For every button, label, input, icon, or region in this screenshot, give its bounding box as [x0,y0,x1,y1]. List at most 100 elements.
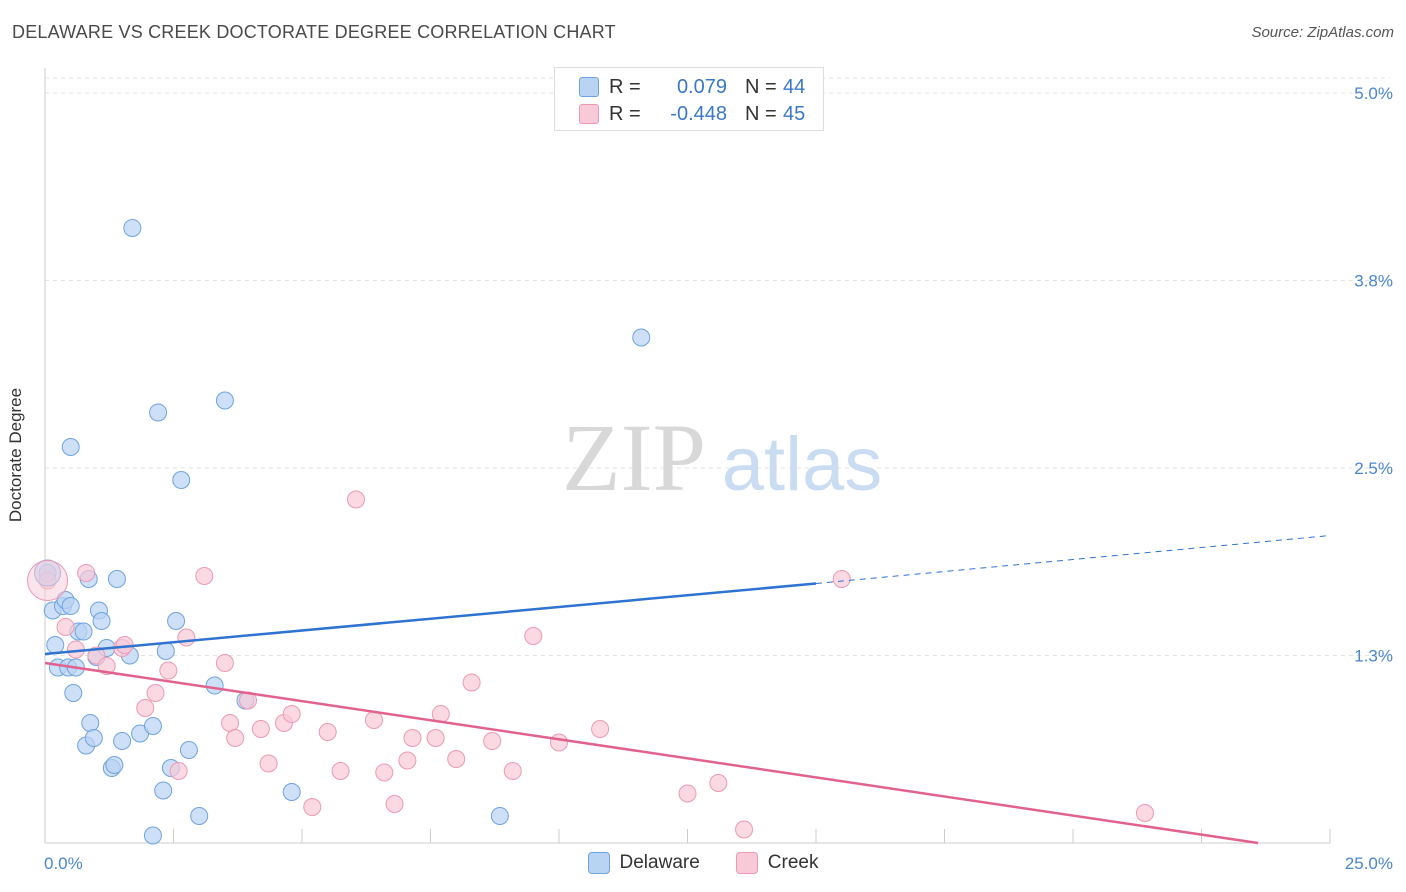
delaware-point [215,391,234,410]
creek-point [318,723,337,741]
creek-point [56,618,75,636]
delaware-point [632,328,651,347]
delaware-point [64,684,83,702]
delaware-point [167,612,186,630]
delaware-n-value: 44 [783,75,806,98]
creek-trend-line [44,661,1259,845]
legend-row-creek: R = -0.448 N = 45 [579,101,805,127]
delaware-point [81,714,100,732]
delaware-point [172,471,191,489]
creek-point [1135,804,1154,822]
delaware-point [179,741,198,759]
trend-lines [44,535,1331,845]
creek-point [159,661,178,680]
creek-point [462,673,481,692]
y-tick-label: 3.8% [1354,272,1393,291]
creek-n-value: 45 [783,102,806,125]
creek-point [364,711,383,729]
x-tick-label: 0.0% [44,854,83,873]
watermark-zip: ZIP [562,404,706,511]
creek-point [375,763,394,782]
delaware-point [149,403,168,422]
delaware-point [113,732,132,750]
creek-point [221,714,240,732]
creek-point [177,628,196,647]
creek-point [398,751,417,770]
creek-r-value: -0.448 [670,102,727,125]
creek-legend-swatch [735,852,758,874]
creek-point [678,784,697,803]
creek-point [195,567,214,585]
legend-item-creek[interactable]: Creek [735,852,819,874]
chart-title: DELAWARE VS CREEK DOCTORATE DEGREE CORRE… [12,22,616,42]
delaware-point [156,642,175,660]
r-label: R = [609,102,641,125]
correlation-legend: R = 0.079 N = 44 R = -0.448 N = 45 [554,67,824,131]
creek-swatch [579,104,599,124]
legend-row-delaware: R = 0.079 N = 44 [579,74,805,100]
creek-point [447,750,466,768]
creek-point [146,684,165,702]
delaware-point [143,717,162,735]
creek-point [215,654,234,672]
grid-lines [45,77,1390,656]
delaware-trend-line [44,582,817,656]
creek-point [226,729,245,747]
delaware-point [105,756,124,774]
creek-point [426,729,445,747]
delaware-point [74,622,93,641]
creek-point [27,560,69,601]
creek-legend-label: Creek [767,852,819,873]
delaware-point [123,219,142,237]
delaware-point [46,636,65,654]
delaware-point [143,826,162,845]
delaware-point [61,597,80,615]
creek-point [331,762,350,780]
delaware-r-value: 0.079 [676,75,727,98]
delaware-legend-label: Delaware [619,852,700,873]
creek-point [346,490,365,509]
tick-labels: 1.3% 2.5% 3.8% 5.0% 0.0% 25.0% [44,84,1393,873]
creek-point [550,733,568,752]
delaware-point [205,676,224,695]
legend-item-delaware[interactable]: Delaware [587,852,700,874]
delaware-point [154,781,173,800]
creek-point [709,774,728,792]
creek-point [259,754,278,773]
delaware-point [92,612,111,630]
creek-point [169,762,188,780]
creek-point [385,795,404,813]
delaware-swatch [579,77,599,97]
source-label: Source: ZipAtlas.com [1251,24,1394,41]
delaware-legend-swatch [587,852,610,874]
r-label: R = [609,75,641,98]
y-tick-label: 1.3% [1354,647,1393,666]
delaware-point [61,438,80,456]
creek-point [832,570,851,588]
delaware-point [190,807,209,825]
creek-point [136,699,155,717]
series-legend: Delaware Creek [0,852,1406,874]
delaware-trend-extension [815,535,1331,584]
watermark-atlas: atlas [722,422,883,507]
creek-point [524,627,543,645]
y-tick-label: 5.0% [1354,84,1393,103]
creek-point [403,729,422,747]
delaware-point [84,729,103,747]
creek-point [483,732,502,750]
creek-point [251,720,270,738]
y-tick-label: 2.5% [1354,459,1393,478]
creek-point [735,820,754,839]
n-label: N = [745,75,777,98]
delaware-point [282,783,301,801]
delaware-point [107,570,126,588]
creek-point [503,762,522,780]
data-points [27,219,1154,845]
creek-point [591,720,610,738]
creek-point [282,705,301,723]
n-label: N = [745,102,777,125]
x-tick-label: 25.0% [1345,854,1393,873]
creek-point [77,564,96,582]
creek-point [97,657,116,675]
